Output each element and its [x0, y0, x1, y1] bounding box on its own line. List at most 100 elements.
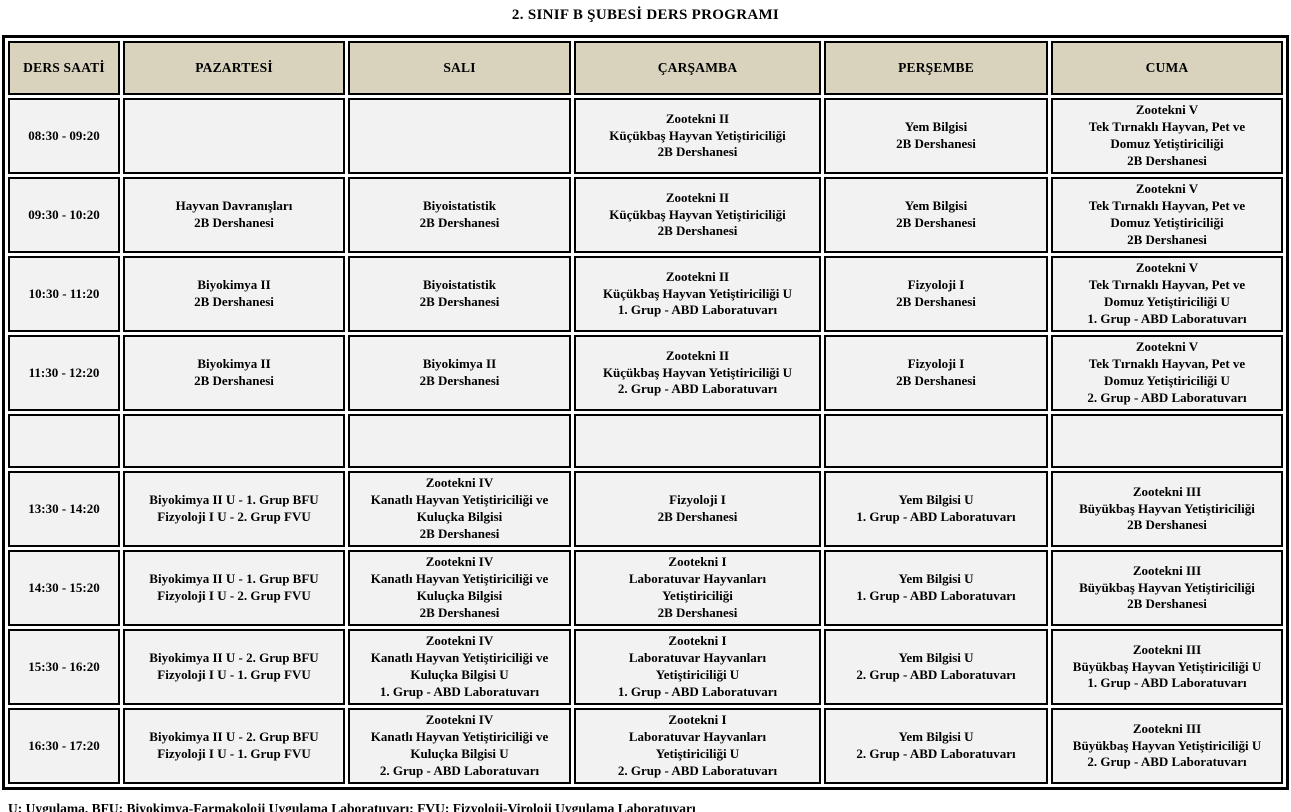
schedule-table: DERS SAATİ PAZARTESİ SALI ÇARŞAMBA PERŞEMBE C…	[2, 35, 1289, 790]
course-cell-persembe	[824, 414, 1048, 468]
course-cell-cuma: Zootekni V Tek Tırnaklı Hayvan, Pet ve Dom…	[1051, 177, 1283, 253]
course-cell-line: Yem Bilgisi	[904, 119, 968, 135]
course-cell-line: 2B Dershanesi	[1127, 231, 1207, 247]
course-cell-line: Laboratuvar Hayvanları	[628, 571, 767, 587]
course-cell-carsamba: Zootekni II Küçükbaş Hayvan Yetiştiricili…	[574, 256, 821, 332]
course-cell-line: 2B Dershanesi	[419, 373, 500, 388]
course-cell-carsamba: Fizyoloji I 2B Dershanesi	[574, 471, 821, 547]
course-cell-sali: Zootekni IV Kanatlı Hayvan Yetiştiriciliğ…	[348, 471, 571, 547]
course-cell-line: 2. Grup - ABD Laboratuvarı	[379, 762, 540, 778]
course-cell-sali: Zootekni IV Kanatlı Hayvan Yetiştiriciliğ…	[348, 708, 571, 784]
course-cell-line: Domuz Yetiştiriciliği U	[1104, 373, 1230, 388]
course-cell-line: Zootekni I	[668, 633, 727, 649]
course-cell-line: 2B Dershanesi	[194, 373, 274, 388]
course-cell-line: Zootekni V	[1135, 260, 1199, 276]
course-cell-pazartesi: Biyokimya II 2B Dershanesi	[123, 335, 345, 411]
course-cell-line: Kuluçka Bilgisi	[416, 588, 503, 603]
course-cell-persembe: Yem Bilgisi U 1. Grup - ABD Laboratuvarı	[824, 550, 1048, 626]
course-cell-line: Yetiştiriciliği U	[655, 667, 740, 682]
course-cell-persembe: Fizyoloji I 2B Dershanesi	[824, 256, 1048, 332]
course-cell-line: Biyokimya II U - 1. Grup BFU	[149, 571, 319, 587]
schedule-row: 09:30 - 10:20 Hayvan Davranışları 2B Dersh…	[8, 177, 1283, 253]
column-header-time: DERS SAATİ	[8, 41, 120, 95]
course-cell-line: Zootekni V	[1135, 339, 1199, 355]
course-cell-line: Kuluçka Bilgisi U	[410, 746, 509, 761]
column-header-persembe: PERŞEMBE	[824, 41, 1048, 95]
course-cell-line: Yem Bilgisi U	[898, 729, 974, 745]
course-cell-line: Fizyoloji I U - 2. Grup FVU	[157, 509, 311, 524]
course-cell-line: 2. Grup - ABD Laboratuvarı	[856, 746, 1016, 761]
course-cell-carsamba: Zootekni II Küçükbaş Hayvan Yetiştiricili…	[574, 177, 821, 253]
course-cell-line: Yem Bilgisi U	[898, 492, 974, 508]
course-cell-sali: Biyokimya II 2B Dershanesi	[348, 335, 571, 411]
course-cell-line: Tek Tırnaklı Hayvan, Pet ve	[1088, 277, 1246, 293]
course-cell-line: 2B Dershanesi	[194, 215, 274, 230]
course-cell-line: Yem Bilgisi	[904, 198, 968, 214]
time-slot-cell: 16:30 - 17:20	[8, 708, 120, 784]
course-cell-line: 2B Dershanesi	[896, 215, 976, 230]
column-header-sali: SALI	[348, 41, 571, 95]
schedule-header-row: DERS SAATİ PAZARTESİ SALI ÇARŞAMBA PERŞEMBE C…	[8, 41, 1283, 95]
course-cell-carsamba: Zootekni II Küçükbaş Hayvan Yetiştiricili…	[574, 335, 821, 411]
course-cell-line: Fizyoloji I	[907, 356, 965, 372]
course-cell-line: Yetiştiriciliği U	[655, 746, 740, 761]
course-cell-line: Yem Bilgisi U	[898, 571, 974, 587]
time-slot-cell: 10:30 - 11:20	[8, 256, 120, 332]
schedule-row: 10:30 - 11:20 Biyokimya II 2B Dershanesi Bi…	[8, 256, 1283, 332]
course-cell-line: 2B Dershanesi	[419, 215, 500, 230]
course-cell-line: Tek Tırnaklı Hayvan, Pet ve	[1088, 119, 1246, 135]
course-cell-carsamba: Zootekni I Laboratuvar Hayvanları Yetiştir…	[574, 708, 821, 784]
course-cell-line: 1. Grup - ABD Laboratuvarı	[617, 302, 778, 318]
course-cell-line: 2B Dershanesi	[657, 604, 738, 620]
course-cell-line: Büyükbaş Hayvan Yetiştiriciliği	[1079, 579, 1255, 595]
course-cell-persembe: Yem Bilgisi U 2. Grup - ABD Laboratuvarı	[824, 708, 1048, 784]
time-slot-cell: 15:30 - 16:20	[8, 629, 120, 705]
course-cell-line: 2. Grup - ABD Laboratuvarı	[617, 381, 778, 397]
schedule-body: 08:30 - 09:20 Zootekni II Küçükbaş Hayvan …	[8, 98, 1283, 784]
course-cell-line: 2B Dershanesi	[896, 136, 976, 151]
course-cell-line: Kuluçka Bilgisi	[416, 509, 503, 524]
course-cell-line: Zootekni V	[1135, 181, 1199, 197]
course-cell-carsamba	[574, 414, 821, 468]
time-slot-cell: 11:30 - 12:20	[8, 335, 120, 411]
course-cell-line: 2. Grup - ABD Laboratuvarı	[1087, 754, 1247, 770]
course-cell-line: Hayvan Davranışları	[175, 198, 293, 214]
course-cell-cuma: Zootekni V Tek Tırnaklı Hayvan, Pet ve Dom…	[1051, 335, 1283, 411]
course-cell-line: Zootekni IV	[425, 475, 494, 491]
course-cell-line: Zootekni III	[1132, 720, 1202, 736]
course-cell-line: Küçükbaş Hayvan Yetiştiriciliği U	[602, 285, 793, 301]
legend-note: U: Uygulama, BFU: Biyokimya-Farmakoloji …	[8, 801, 696, 812]
course-cell-line: 2B Dershanesi	[419, 525, 500, 541]
course-cell-carsamba: Zootekni I Laboratuvar Hayvanları Yetiştir…	[574, 550, 821, 626]
course-cell-line: 1. Grup - ABD Laboratuvarı	[379, 683, 540, 699]
course-cell-sali: Zootekni IV Kanatlı Hayvan Yetiştiriciliğ…	[348, 629, 571, 705]
course-cell-line: Kanatlı Hayvan Yetiştiriciliği ve	[370, 571, 549, 587]
course-cell-line: Domuz Yetiştiriciliği U	[1104, 294, 1230, 309]
course-cell-line: Laboratuvar Hayvanları	[628, 650, 767, 666]
course-cell-sali	[348, 414, 571, 468]
course-cell-line: Zootekni II	[665, 110, 730, 126]
column-header-carsamba: ÇARŞAMBA	[574, 41, 821, 95]
course-cell-line: Tek Tırnaklı Hayvan, Pet ve	[1088, 198, 1246, 214]
course-cell-persembe: Yem Bilgisi 2B Dershanesi	[824, 98, 1048, 174]
course-cell-line: Kanatlı Hayvan Yetiştiriciliği ve	[370, 729, 549, 745]
course-cell-line: 2. Grup - ABD Laboratuvarı	[617, 762, 778, 778]
course-cell-line: Zootekni II	[665, 189, 730, 205]
course-cell-persembe: Fizyoloji I 2B Dershanesi	[824, 335, 1048, 411]
course-cell-line: 2B Dershanesi	[657, 144, 738, 160]
column-header-cuma: CUMA	[1051, 41, 1283, 95]
course-cell-line: Küçükbaş Hayvan Yetiştiriciliği U	[602, 364, 793, 380]
time-slot-cell: 13:30 - 14:20	[8, 471, 120, 547]
course-cell-line: Biyokimya II	[422, 356, 497, 372]
course-cell-line: Zootekni III	[1132, 562, 1202, 578]
course-cell-line: Zootekni V	[1135, 102, 1199, 118]
course-cell-line: Fizyoloji I U - 2. Grup FVU	[157, 588, 311, 603]
course-cell-line: Domuz Yetiştiriciliği	[1110, 215, 1224, 230]
course-cell-line: Büyükbaş Hayvan Yetiştiriciliği	[1079, 500, 1255, 516]
course-cell-sali: Biyoistatistik 2B Dershanesi	[348, 256, 571, 332]
schedule-row: 14:30 - 15:20 Biyokimya II U - 1. Grup BF…	[8, 550, 1283, 626]
course-cell-sali: Zootekni IV Kanatlı Hayvan Yetiştiriciliğ…	[348, 550, 571, 626]
course-cell-line: 2B Dershanesi	[419, 604, 500, 620]
course-cell-line: Biyokimya II	[197, 277, 271, 293]
